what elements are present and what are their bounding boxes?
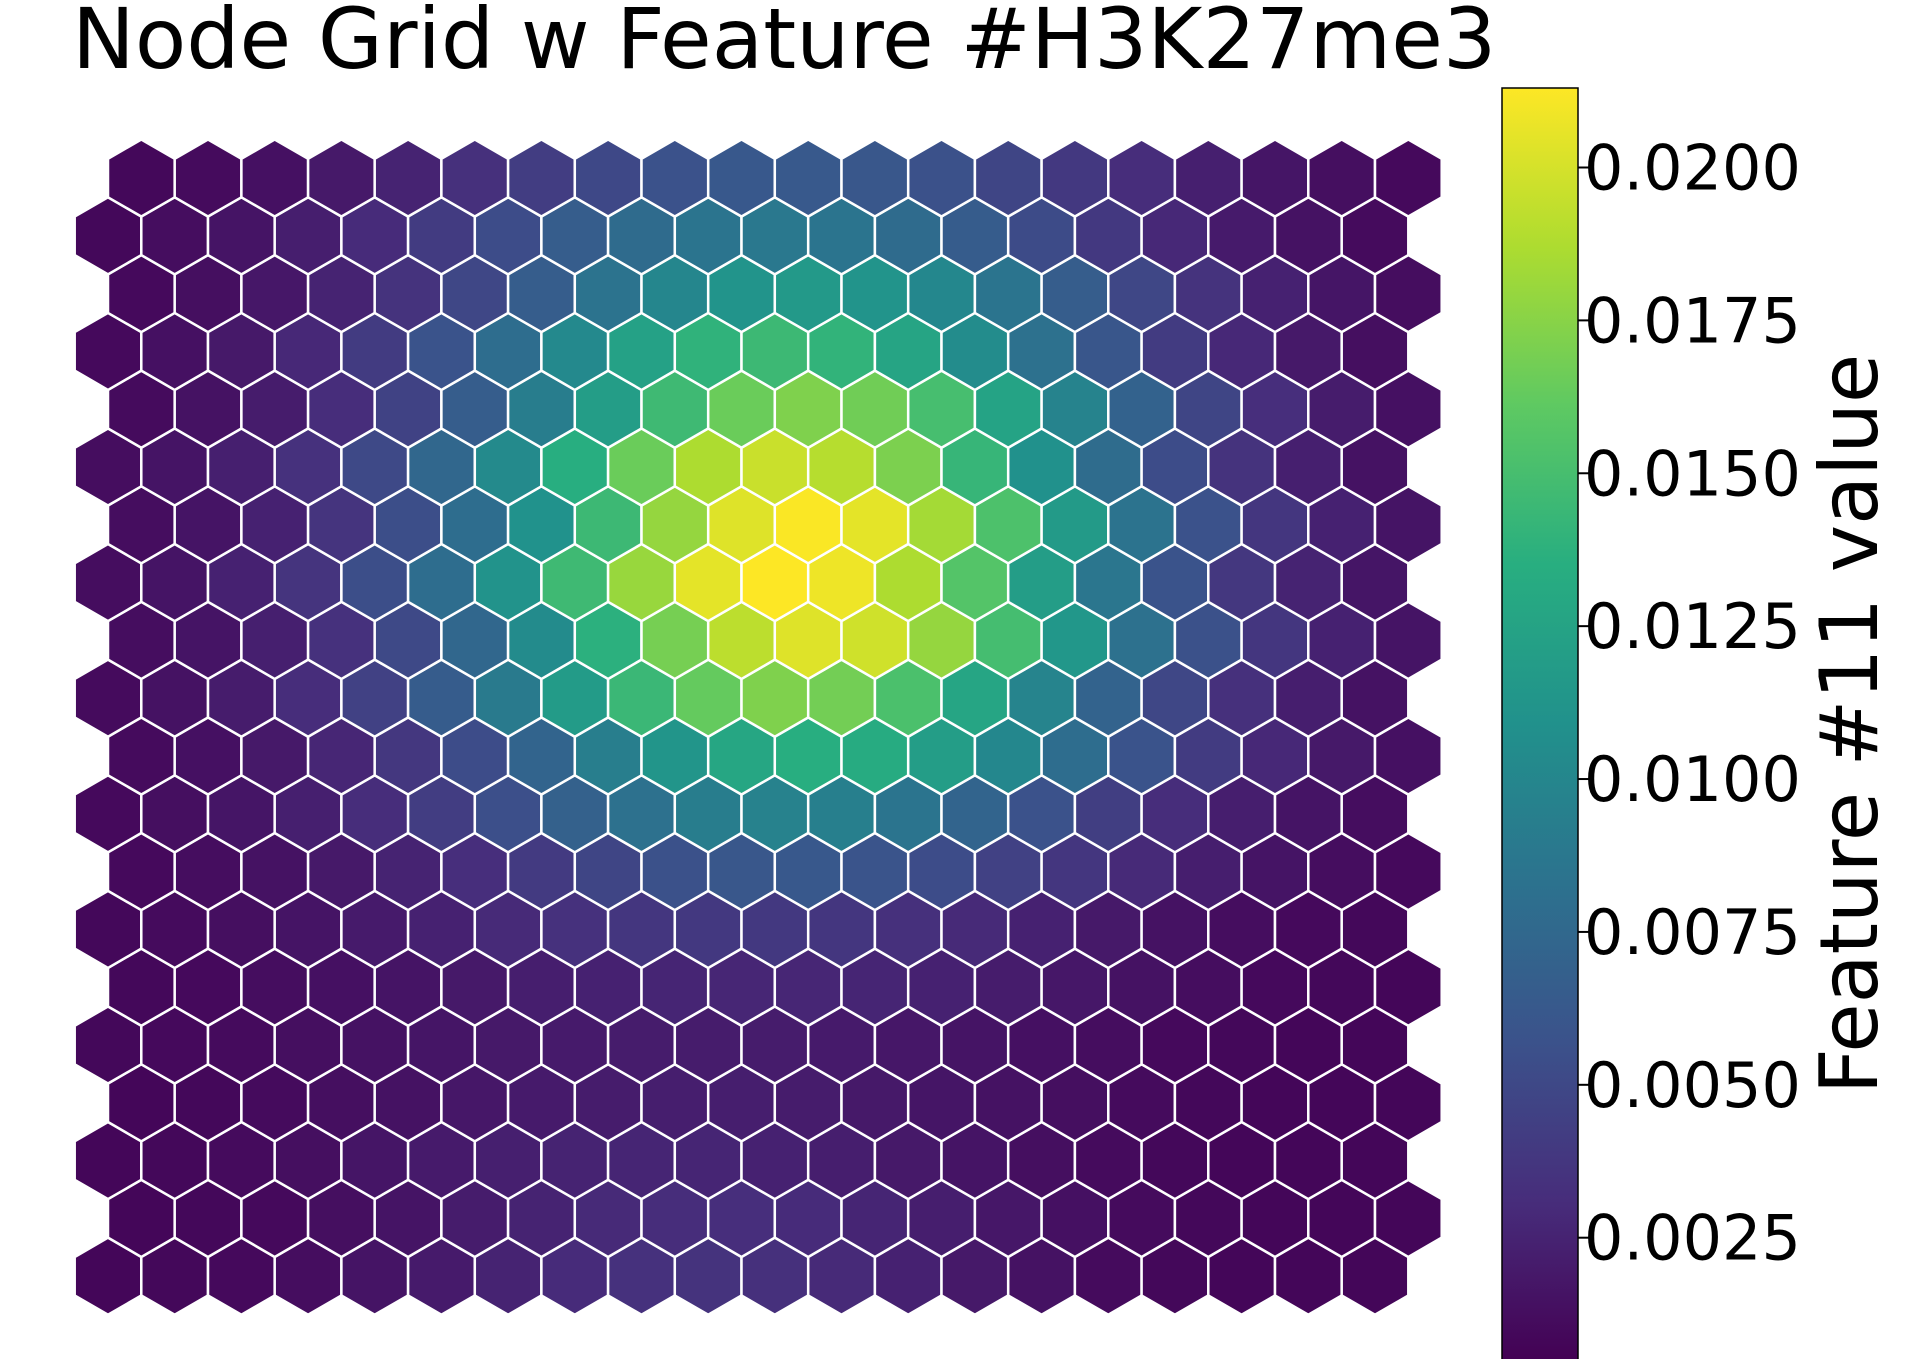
colorbar-tick-label: 0.0025 bbox=[1584, 1202, 1801, 1275]
colorbar-tick-label: 0.0050 bbox=[1584, 1049, 1801, 1122]
chart-title: Node Grid w Feature #H3K27me3 bbox=[72, 0, 1496, 88]
hex-grid bbox=[73, 138, 1443, 1317]
colorbar-label: Feature #11 value bbox=[1803, 354, 1896, 1095]
colorbar-tick-label: 0.0100 bbox=[1584, 743, 1801, 816]
hex-cell-r19-c19 bbox=[1373, 138, 1443, 218]
colorbar-tick-label: 0.0200 bbox=[1584, 132, 1801, 205]
colorbar-ticks: 0.0025 0.0050 0.0075 0.0100 0.0125 0.0150 0.01… bbox=[1578, 132, 1801, 1275]
colorbar-tick-label: 0.0075 bbox=[1584, 896, 1801, 969]
colorbar: 0.0025 0.0050 0.0075 0.0100 0.0125 0.0150 0.01… bbox=[1501, 87, 1896, 1359]
colorbar-tick-label: 0.0125 bbox=[1584, 590, 1801, 663]
colorbar-tick-label: 0.0175 bbox=[1584, 284, 1801, 357]
colorbar-tick-label: 0.0150 bbox=[1584, 437, 1801, 510]
colorbar-gradient bbox=[1501, 87, 1579, 1359]
